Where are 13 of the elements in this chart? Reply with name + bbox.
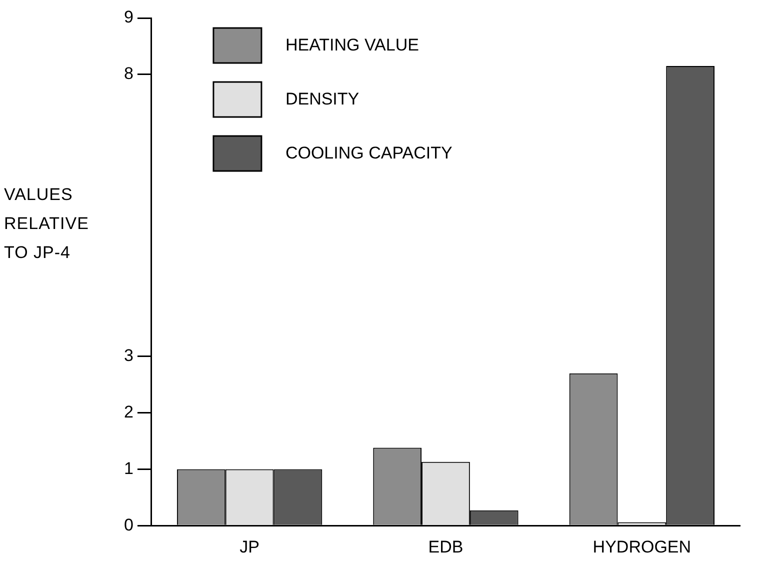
y-axis-title: VALUES RELATIVE TO JP-4 [4, 184, 90, 264]
legend-label: HEATING VALUE [285, 36, 419, 55]
y-tick-label: 9 [124, 8, 134, 27]
y-tick-label: 3 [124, 346, 134, 366]
y-tick-label: 8 [124, 64, 134, 84]
legend-label: DENSITY [285, 90, 360, 109]
y-tick-label: 2 [124, 402, 134, 422]
legend-label: COOLING CAPACITY [285, 144, 452, 163]
y-tick-label: 0 [124, 515, 134, 534]
x-tick-label: EDB [428, 537, 464, 556]
y-tick-label: 1 [124, 458, 134, 478]
x-tick-label: JP [240, 537, 260, 556]
x-tick-label: HYDROGEN [592, 537, 692, 556]
